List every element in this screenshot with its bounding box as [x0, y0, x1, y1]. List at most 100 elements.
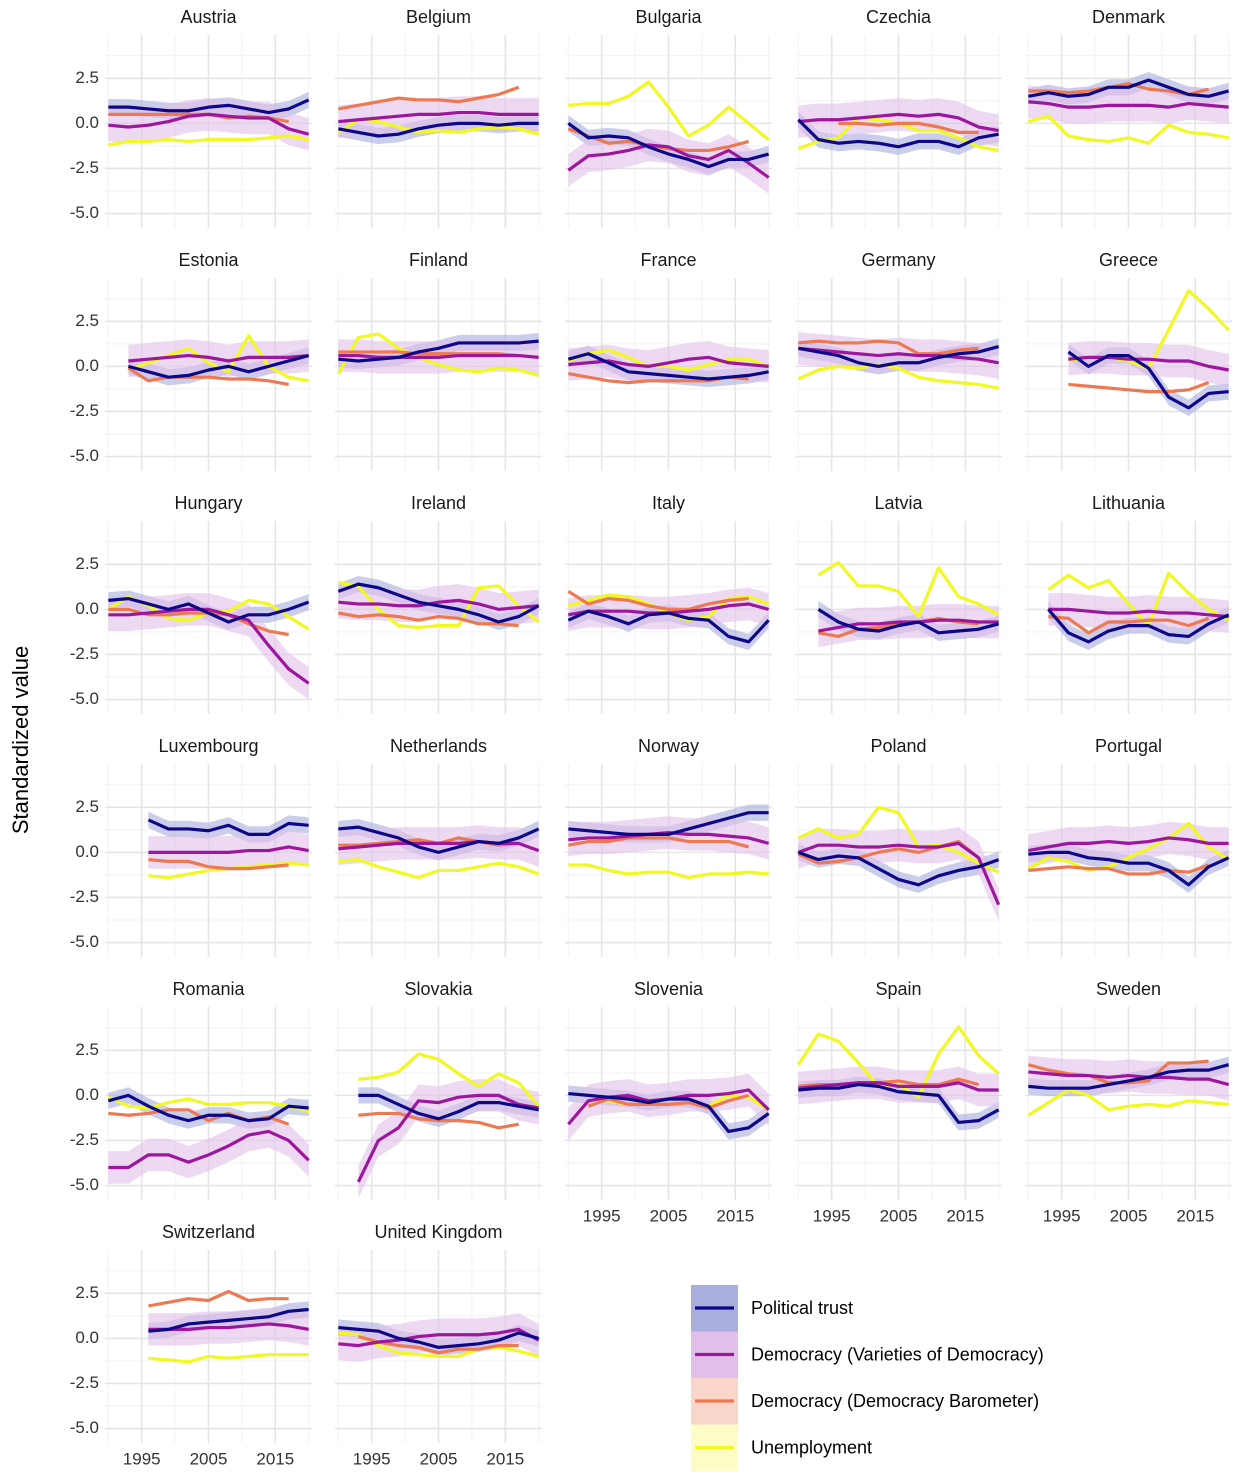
- panel: Slovakia: [335, 979, 542, 1200]
- series-line: [817, 560, 1000, 619]
- series-line: [798, 344, 1000, 368]
- series-line: [337, 118, 540, 136]
- panel-title: Finland: [409, 250, 468, 270]
- panel: Netherlands: [335, 736, 542, 957]
- series-line: [1048, 615, 1210, 635]
- panel-title: Latvia: [874, 493, 923, 513]
- confidence-band: [818, 603, 999, 648]
- panel-title: Italy: [652, 493, 685, 513]
- panel-title: Portugal: [1095, 736, 1162, 756]
- x-tick-label: 2005: [650, 1206, 688, 1225]
- panel-title: Luxembourg: [158, 736, 258, 756]
- y-tick-label: 2.5: [75, 68, 99, 87]
- panel-title: Bulgaria: [635, 7, 702, 27]
- panel: Estonia -5.0 -2.5 0.0 2.5: [70, 250, 312, 471]
- panel: Latvia: [795, 493, 1002, 714]
- panel: Sweden 1995 2005 2015: [1025, 979, 1232, 1225]
- series-line: [797, 805, 1000, 874]
- series-line: [338, 350, 519, 358]
- series-line: [148, 1322, 309, 1331]
- panel-title: France: [640, 250, 696, 270]
- series-line: [338, 110, 539, 124]
- series-line: [337, 582, 540, 624]
- series-line: [356, 1093, 539, 1183]
- series-line: [817, 608, 1000, 635]
- panel: Luxembourg -5.0 -2.5 0.0 2.5: [70, 736, 312, 957]
- panel-title: Romania: [172, 979, 245, 999]
- panel-title: Slovakia: [404, 979, 473, 999]
- series-line: [797, 841, 1001, 906]
- x-tick-label: 1995: [1043, 1206, 1081, 1225]
- series-line: [107, 1095, 310, 1114]
- series-line: [128, 353, 309, 363]
- panel: Switzerland -5.0 -2.5 0.0 2.5 1995 2005 2015: [70, 1222, 312, 1468]
- series-line: [568, 811, 769, 836]
- x-tick-label: 2015: [256, 1449, 294, 1468]
- confidence-band: [358, 1079, 539, 1199]
- y-tick-label: -2.5: [70, 158, 99, 177]
- y-tick-label: -2.5: [70, 401, 99, 420]
- series-line: [148, 1353, 309, 1364]
- series-line: [108, 98, 310, 115]
- legend-label: Political trust: [751, 1298, 853, 1318]
- y-tick-label: -5.0: [70, 932, 99, 951]
- series-line: [1027, 821, 1230, 873]
- y-tick-label: 2.5: [75, 554, 99, 573]
- series-line: [1048, 607, 1229, 619]
- panel-title: Lithuania: [1092, 493, 1166, 513]
- y-tick-label: -5.0: [70, 446, 99, 465]
- panel: Norway: [565, 736, 772, 957]
- series-line: [567, 143, 770, 179]
- panel: Greece: [1025, 250, 1232, 471]
- series-line: [358, 1111, 519, 1130]
- panel: Ireland: [335, 493, 542, 714]
- panel: Bulgaria: [565, 7, 772, 228]
- panel-title: Denmark: [1092, 7, 1166, 27]
- y-tick-label: -2.5: [70, 887, 99, 906]
- series-line: [107, 1093, 309, 1123]
- panel: Slovenia 1995 2005 2015: [565, 979, 772, 1225]
- panel: Belgium: [335, 7, 542, 228]
- series-line: [338, 580, 540, 630]
- series-line: [568, 80, 770, 141]
- panel: Romania -5.0 -2.5 0.0 2.5: [70, 979, 312, 1200]
- series-line: [1068, 355, 1229, 372]
- series-line: [108, 607, 310, 685]
- panel-title: Estonia: [178, 250, 239, 270]
- y-tick-label: 2.5: [75, 311, 99, 330]
- series-line: [338, 598, 539, 611]
- panel: Germany: [795, 250, 1002, 471]
- panel-title: Hungary: [174, 493, 242, 513]
- series-line: [148, 1289, 289, 1308]
- series-line: [798, 1082, 1000, 1125]
- panel: Austria -5.0 -2.5 0.0 2.5: [70, 7, 312, 228]
- series-line: [338, 611, 519, 628]
- series-line: [567, 589, 749, 611]
- y-tick-label: 0.0: [75, 1328, 99, 1347]
- x-tick-label: 1995: [123, 1449, 161, 1468]
- series-line: [127, 366, 289, 386]
- x-tick-label: 2005: [420, 1449, 458, 1468]
- y-tick-label: -5.0: [70, 689, 99, 708]
- series-line: [108, 1129, 310, 1170]
- x-tick-label: 1995: [813, 1206, 851, 1225]
- series-line: [838, 121, 979, 135]
- confidence-band: [1068, 341, 1229, 387]
- panel: France: [565, 250, 772, 471]
- y-tick-label: -5.0: [70, 1418, 99, 1437]
- panel-title: Belgium: [406, 7, 471, 27]
- series-line: [338, 825, 540, 854]
- series-line: [798, 1081, 999, 1092]
- series-line: [1028, 1070, 1230, 1087]
- legend-label: Democracy (Varieties of Democracy): [751, 1344, 1044, 1364]
- series-line: [338, 857, 540, 880]
- confidence-band: [798, 827, 999, 921]
- panel: Lithuania: [1025, 493, 1232, 714]
- series-line: [338, 353, 539, 359]
- y-tick-label: 0.0: [75, 356, 99, 375]
- y-tick-label: -2.5: [70, 1130, 99, 1149]
- confidence-band: [568, 128, 769, 194]
- x-tick-label: 1995: [583, 1206, 621, 1225]
- panel-title: Ireland: [411, 493, 466, 513]
- series-line: [798, 112, 999, 133]
